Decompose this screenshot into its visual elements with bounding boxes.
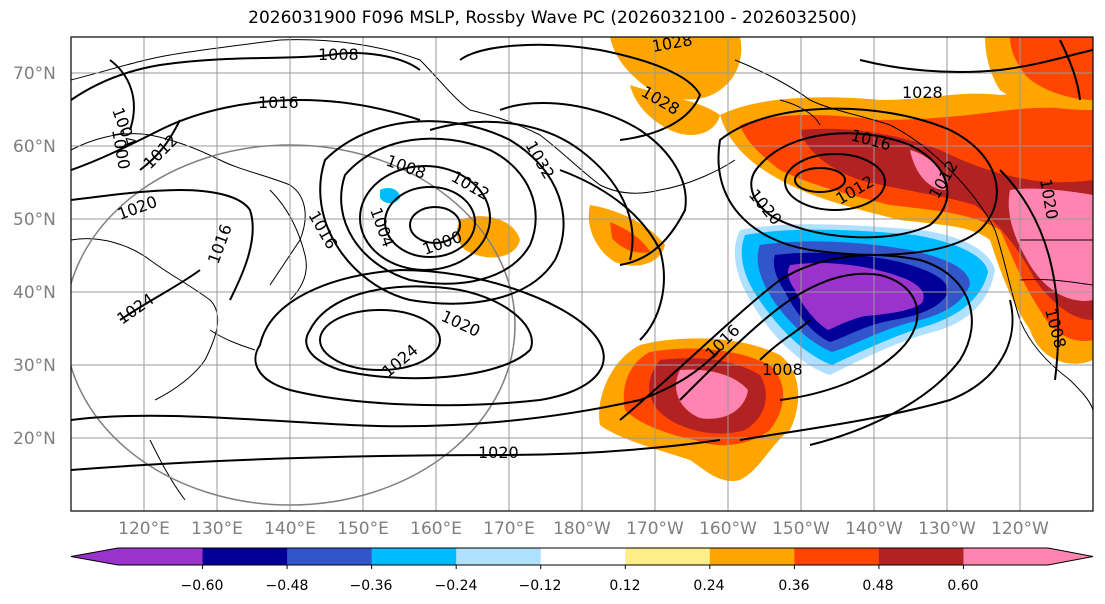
colorbar-tick-labels: −0.60 −0.48 −0.36 −0.24 −0.12 0.12 0.24 … <box>181 578 979 594</box>
map-title: 2026031900 F096 MSLP, Rossby Wave PC (20… <box>248 8 857 28</box>
isobar-label: 1020 <box>478 443 519 462</box>
lon-tick-label: 130°W <box>918 519 976 539</box>
colorbar-tick-label: 0.48 <box>862 578 893 594</box>
colorbar-extend-max <box>1048 548 1093 565</box>
colorbar-tick-label: −0.24 <box>435 578 478 594</box>
lat-tick-label: 30°N <box>13 356 56 376</box>
lat-tick-label: 40°N <box>13 283 56 303</box>
isobars <box>71 39 1093 471</box>
isobar-label: 1008 <box>318 45 359 64</box>
lon-tick-label: 140°W <box>845 519 903 539</box>
colorbar-tick-label: −0.48 <box>266 578 309 594</box>
lon-tick-label: 180°W <box>553 519 611 539</box>
isobar-label: 1008 <box>762 360 803 379</box>
colorbar-tick-label: −0.36 <box>350 578 393 594</box>
lat-tick-label: 60°N <box>13 137 56 157</box>
colorbar-tick-label: −0.60 <box>181 578 224 594</box>
coastlines <box>71 39 1093 501</box>
colorbar-swatch <box>456 548 542 565</box>
lon-tick-label: 170°W <box>626 519 684 539</box>
lon-tick-label: 150°W <box>772 519 830 539</box>
positive-anomaly-bering <box>610 37 742 100</box>
lon-tick-label: 120°E <box>118 519 170 539</box>
lat-tick-label: 50°N <box>13 210 56 230</box>
colorbar-tick-label: 0.12 <box>609 578 640 594</box>
colorbar-swatch <box>963 548 1049 565</box>
isobar-label: 1016 <box>258 93 299 112</box>
lon-tick-label: 140°E <box>264 519 316 539</box>
colorbar <box>70 547 1094 569</box>
colorbar-swatch <box>118 548 204 565</box>
colorbar-swatch <box>371 548 457 565</box>
colorbar-extend-min <box>71 548 118 565</box>
colorbar-swatch <box>540 548 626 565</box>
lon-tick-labels: 120°E 130°E 140°E 150°E 160°E 170°E 180°… <box>118 519 1049 539</box>
lon-tick-label: 160°E <box>410 519 462 539</box>
colorbar-swatch <box>709 548 795 565</box>
colorbar-outline <box>70 547 1094 566</box>
colorbar-tick-label: −0.12 <box>519 578 562 594</box>
anomaly-shading <box>380 37 1093 481</box>
colorbar-tick-label: 0.24 <box>693 578 724 594</box>
isobar-label: 1028 <box>902 83 943 102</box>
colorbar-swatch <box>625 548 711 565</box>
lon-tick-label: 130°E <box>191 519 243 539</box>
colorbar-swatch <box>878 548 964 565</box>
map-frame <box>70 36 1094 512</box>
colorbar-swatch <box>794 548 880 565</box>
lat-tick-labels: 20°N 30°N 40°N 50°N 60°N 70°N <box>13 64 56 449</box>
colorbar-tick-label: 0.36 <box>778 578 809 594</box>
lon-tick-label: 160°W <box>699 519 757 539</box>
range-circle <box>71 144 516 506</box>
lon-tick-label: 120°W <box>991 519 1049 539</box>
colorbar-swatch <box>202 548 288 565</box>
colorbar-swatch <box>287 548 373 565</box>
lat-tick-label: 20°N <box>13 429 56 449</box>
lat-tick-label: 70°N <box>13 64 56 84</box>
lon-tick-label: 150°E <box>337 519 389 539</box>
colorbar-tick-label: 0.60 <box>947 578 978 594</box>
lon-tick-label: 170°E <box>483 519 535 539</box>
